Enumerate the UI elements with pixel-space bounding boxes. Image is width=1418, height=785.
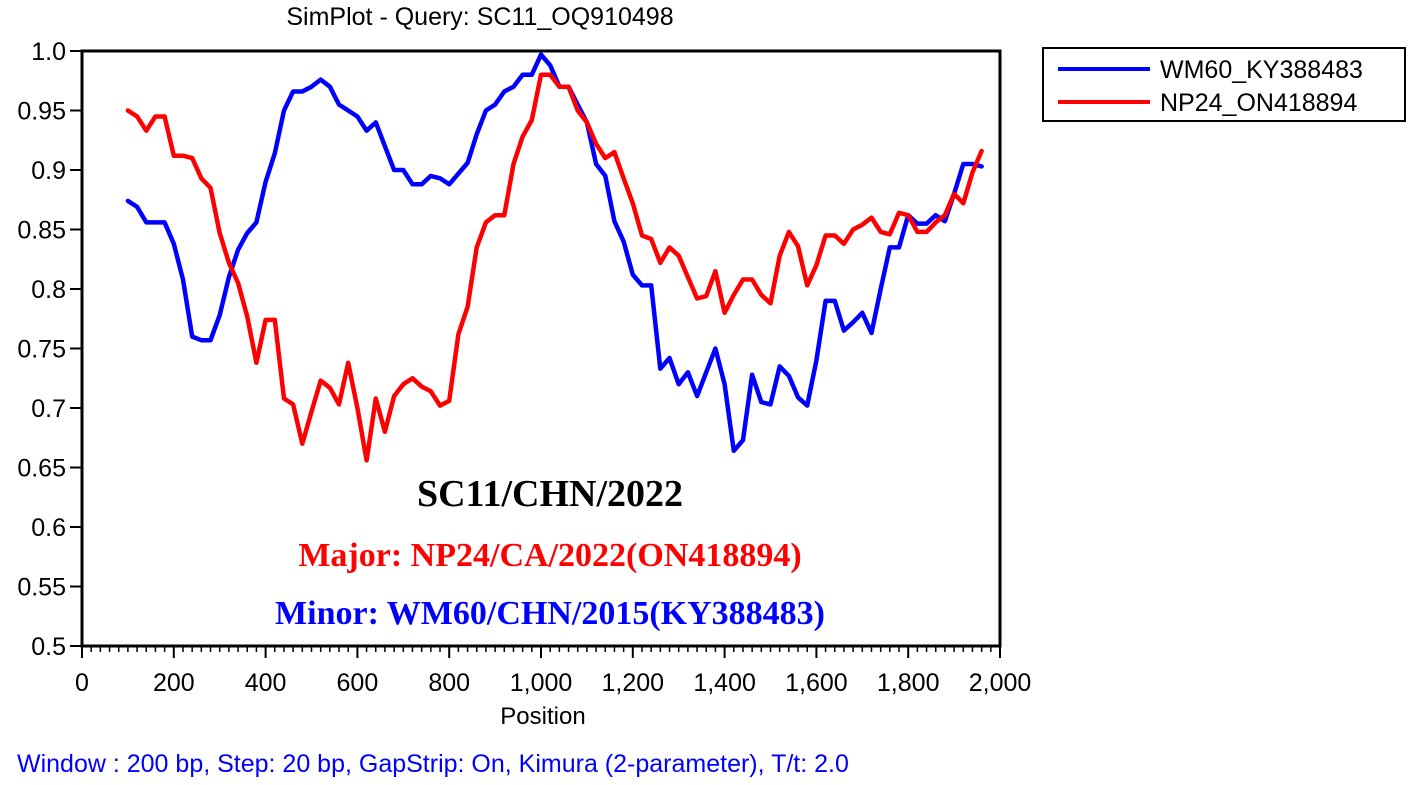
x-tick-label: 200 [153, 669, 195, 697]
y-tick-label: 0.6 [31, 514, 66, 542]
x-tick-label: 2,000 [969, 669, 1032, 697]
x-tick-label: 1,800 [877, 669, 940, 697]
annotation-minor: Minor: WM60/CHN/2015(KY388483) [275, 595, 825, 632]
y-tick-label: 0.9 [31, 157, 66, 185]
y-tick-label: 1.0 [31, 38, 66, 66]
settings-footer: Window : 200 bp, Step: 20 bp, GapStrip: … [17, 750, 849, 778]
x-tick-label: 1,200 [602, 669, 665, 697]
legend-box [1042, 47, 1406, 122]
legend-label-np24: NP24_ON418894 [1160, 89, 1357, 117]
x-tick-label: 0 [75, 669, 89, 697]
x-tick-label: 1,000 [510, 669, 573, 697]
x-tick-label: 400 [245, 669, 287, 697]
y-tick-label: 0.7 [31, 395, 66, 423]
plot-frame [80, 49, 1002, 648]
y-tick-label: 0.5 [31, 633, 66, 661]
y-tick-label: 0.75 [17, 336, 66, 364]
y-tick-label: 0.95 [17, 98, 66, 126]
annotation-query: SC11/CHN/2022 [417, 473, 683, 515]
legend-label-wm60: WM60_KY388483 [1160, 56, 1363, 84]
x-tick-label: 600 [337, 669, 379, 697]
legend: WM60_KY388483 NP24_ON418894 [1042, 47, 1406, 122]
x-tick-label: 1,600 [785, 669, 848, 697]
annotation-major: Major: NP24/CA/2022(ON418894) [298, 537, 801, 574]
x-axis: 0 200 400 600 800 1,000 1,200 1,400 1,600 1,800 2,… [75, 646, 1031, 697]
series-lines [125, 52, 984, 463]
y-tick-label: 0.55 [17, 574, 66, 602]
y-tick-label: 0.8 [31, 276, 66, 304]
x-tick-label: 800 [428, 669, 470, 697]
x-axis-label: Position [500, 703, 585, 730]
series-line-np24 [125, 72, 984, 463]
y-tick-label: 0.85 [17, 217, 66, 245]
y-tick-label: 0.65 [17, 455, 66, 483]
series-line-wm60 [125, 52, 984, 454]
x-tick-label: 1,400 [693, 669, 756, 697]
chart-title: SimPlot - Query: SC11_OQ910498 [286, 3, 673, 31]
y-axis: 0.5 0.55 0.6 0.65 0.7 0.75 0.8 0.85 0.9 0.95 1.0 [17, 38, 82, 661]
